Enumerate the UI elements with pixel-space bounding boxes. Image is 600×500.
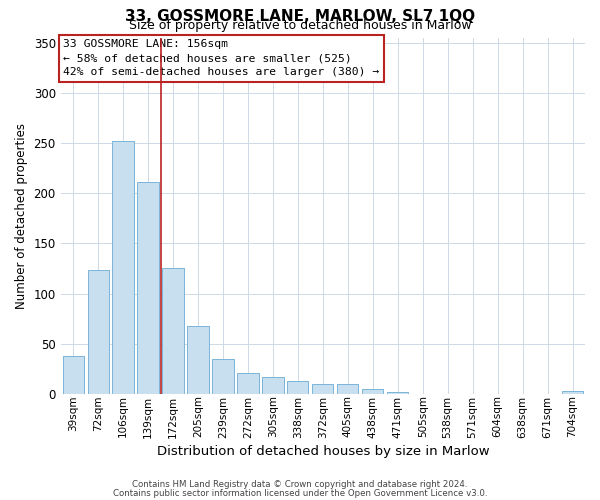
Bar [362,389,383,394]
Y-axis label: Number of detached properties: Number of detached properties [15,123,28,309]
Bar [137,182,158,394]
X-axis label: Distribution of detached houses by size in Marlow: Distribution of detached houses by size … [157,444,489,458]
Bar [187,326,209,394]
Bar [112,141,134,394]
Bar [387,392,409,394]
Bar [62,356,84,394]
Text: 33, GOSSMORE LANE, MARLOW, SL7 1QQ: 33, GOSSMORE LANE, MARLOW, SL7 1QQ [125,9,475,24]
Bar [238,373,259,394]
Bar [312,384,334,394]
Bar [212,359,233,394]
Bar [337,384,358,394]
Bar [88,270,109,394]
Text: Contains HM Land Registry data © Crown copyright and database right 2024.: Contains HM Land Registry data © Crown c… [132,480,468,489]
Text: Contains public sector information licensed under the Open Government Licence v3: Contains public sector information licen… [113,488,487,498]
Text: Size of property relative to detached houses in Marlow: Size of property relative to detached ho… [128,19,472,32]
Text: 33 GOSSMORE LANE: 156sqm
← 58% of detached houses are smaller (525)
42% of semi-: 33 GOSSMORE LANE: 156sqm ← 58% of detach… [63,40,380,78]
Bar [262,377,284,394]
Bar [562,391,583,394]
Bar [287,381,308,394]
Bar [163,268,184,394]
